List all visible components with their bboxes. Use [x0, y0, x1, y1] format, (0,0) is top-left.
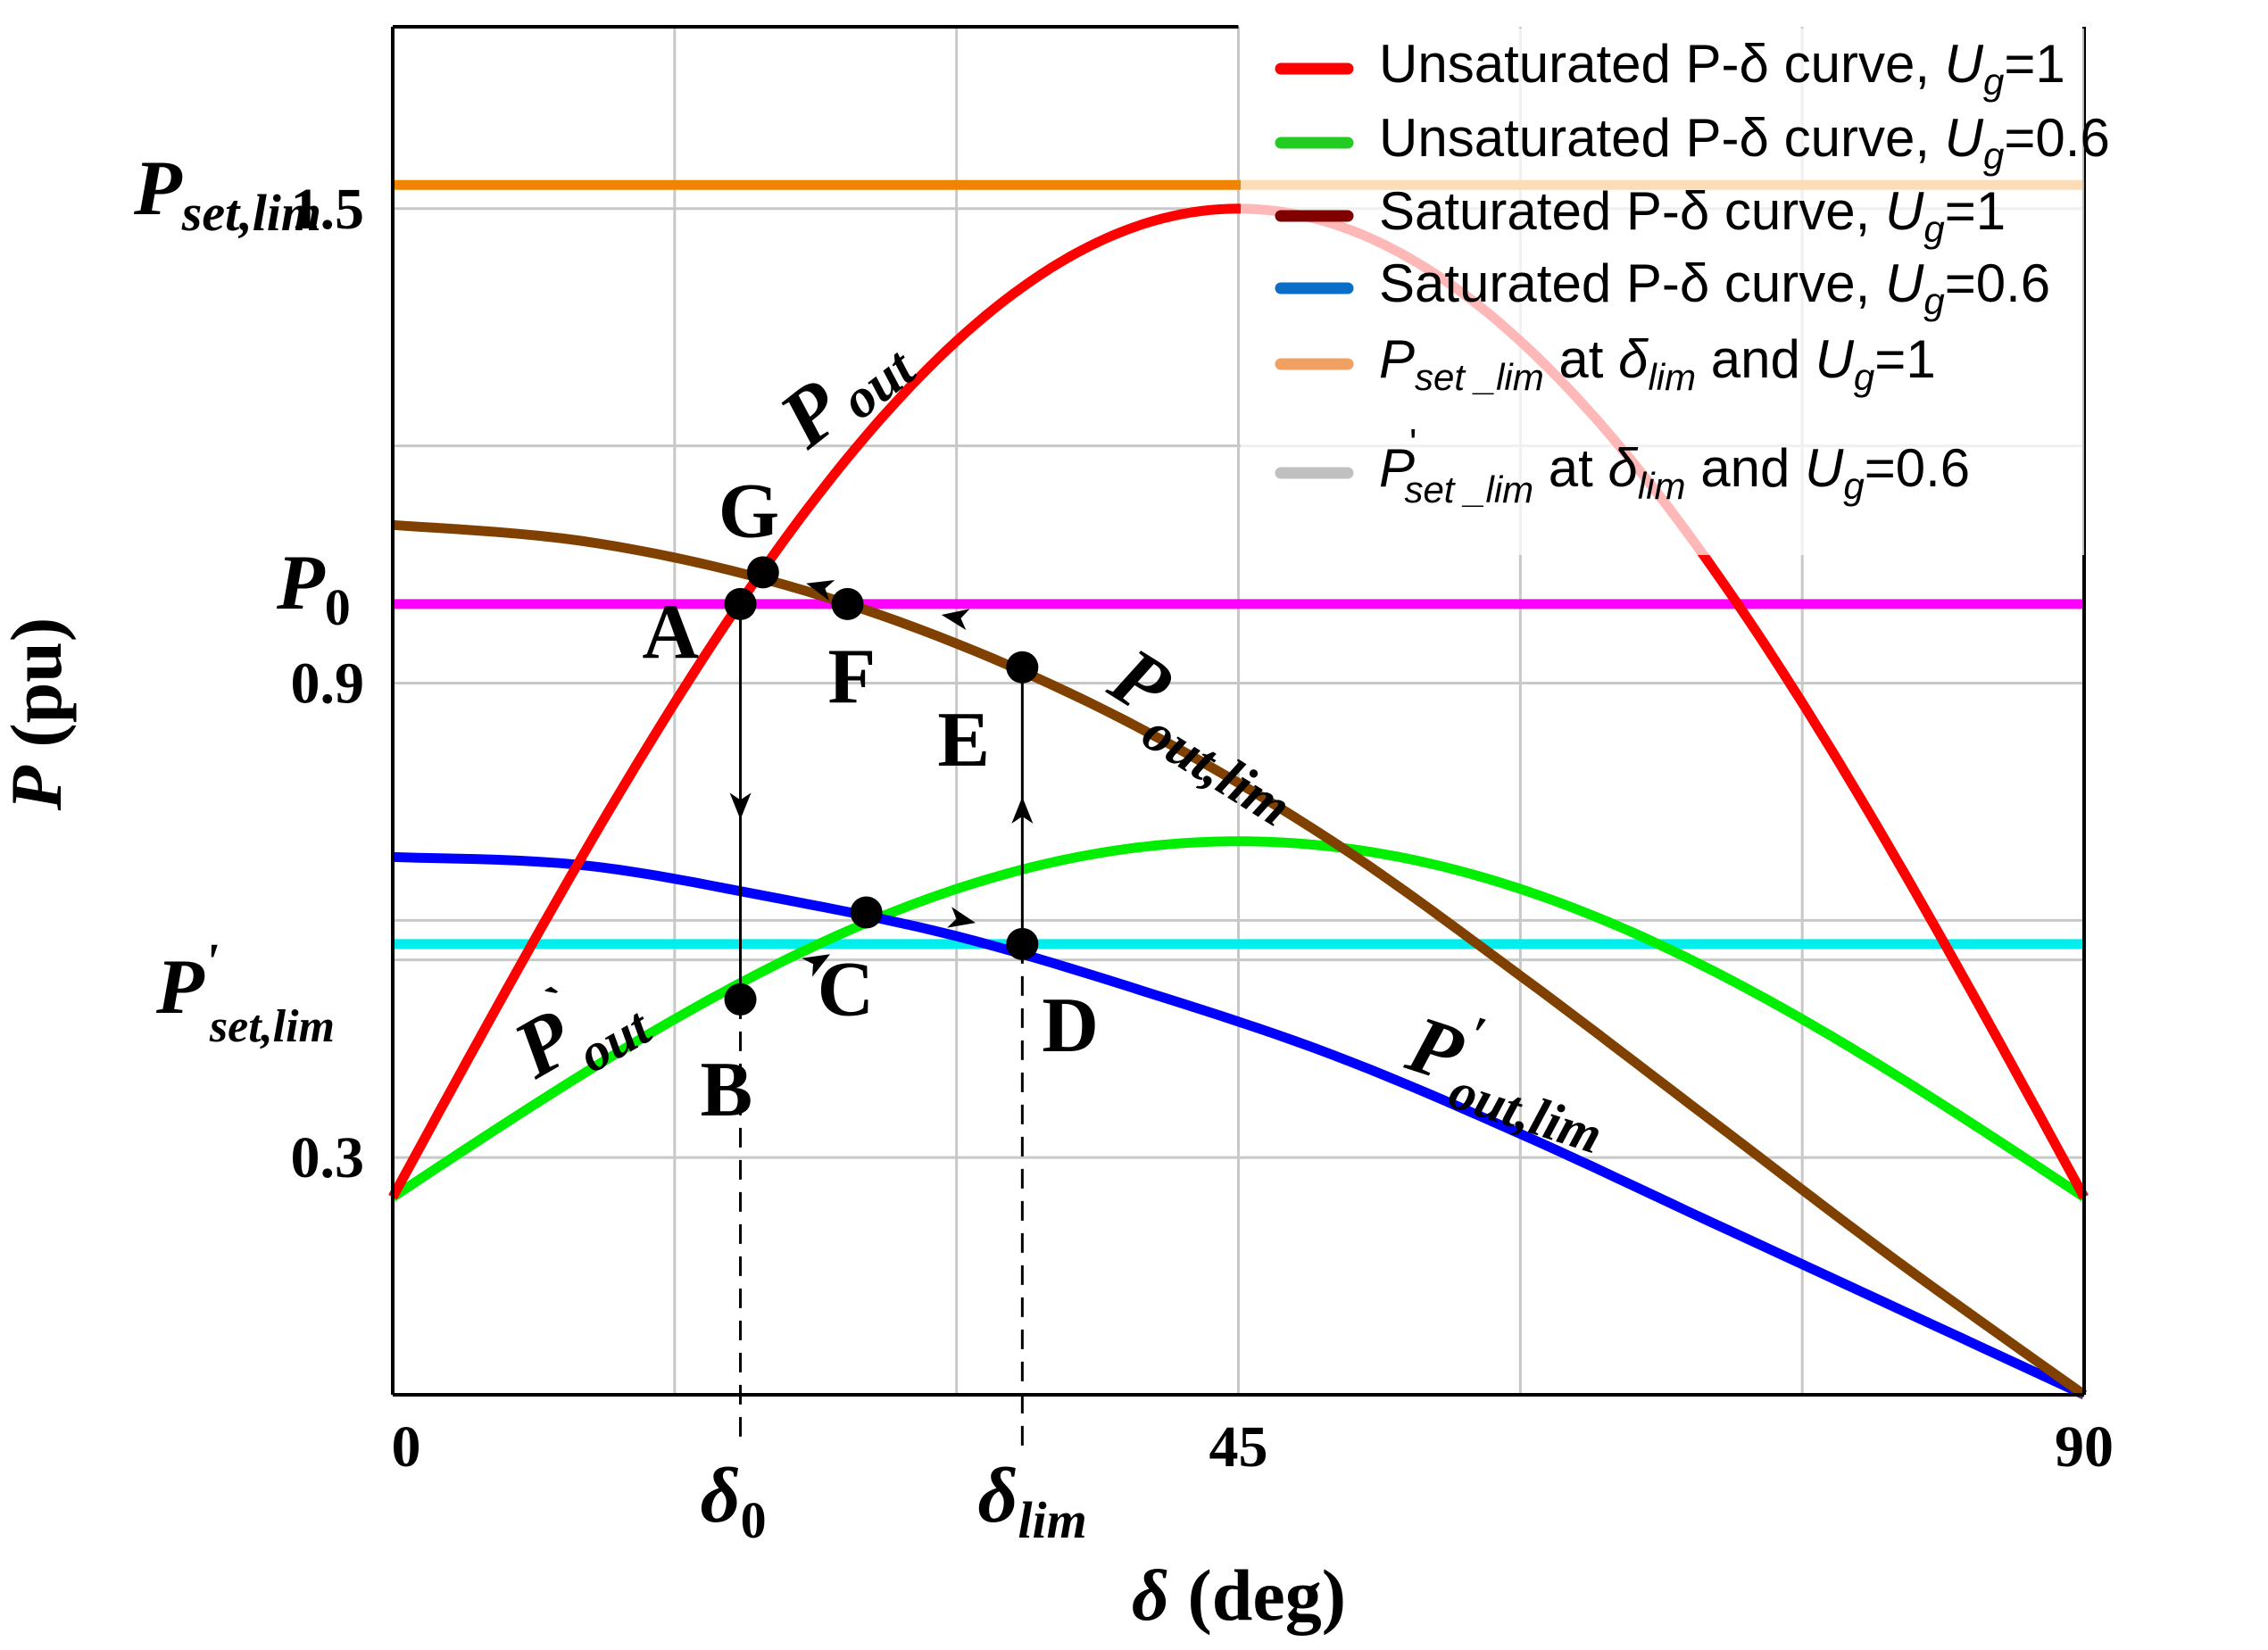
legend-label-3: Saturated P-δ curve, Ug=0.6 — [1379, 253, 2050, 322]
arrow-b-to-c-head — [802, 954, 831, 977]
point-d — [1006, 927, 1039, 960]
grid — [393, 27, 2084, 1395]
point-label-f: F — [828, 634, 876, 720]
point-label-e: E — [937, 697, 990, 784]
y-label-pset-lim-prime: P' set,lim — [155, 933, 335, 1052]
x-tick-label: 45 — [1209, 1414, 1268, 1480]
point-label-d: D — [1042, 983, 1099, 1069]
legend-label-4: Pset _lim at δlim and Ug=1 — [1379, 329, 1936, 398]
point-f — [831, 587, 864, 620]
point-label-b: B — [701, 1047, 753, 1133]
point-b — [724, 983, 757, 1016]
arrow-a-to-b-head — [729, 792, 752, 820]
x-tick-label: 0 — [392, 1414, 421, 1480]
legend-label-1: Unsaturated P-δ curve, Ug=0.6 — [1379, 108, 2110, 177]
arrow-e-to-f — [941, 609, 970, 631]
arrow-f-to-g — [806, 579, 835, 601]
point-label-c: C — [818, 946, 875, 1032]
series-unsat-ug06 — [389, 836, 2088, 1202]
arrow-d-to-e — [1011, 796, 1034, 824]
point-c — [850, 896, 883, 929]
series-sat-ug06 — [392, 851, 2087, 1399]
legend-label-5: P' set _lim at δlim and Ug=0.6 — [1379, 421, 1970, 510]
y-axis-title: P (pu) — [0, 618, 77, 811]
series-sat-ug1 — [392, 519, 2088, 1399]
legend-box — [1241, 29, 2084, 555]
point-a — [724, 587, 757, 620]
y-label-pset-lim: Pset,lim — [133, 145, 321, 242]
point-g — [746, 556, 779, 589]
arrow-a-to-b — [729, 792, 752, 820]
x-tick-label: 90 — [2055, 1414, 2114, 1480]
point-label-a: A — [643, 589, 700, 676]
legend-label-2: Saturated P-δ curve, Ug=1 — [1379, 181, 2006, 250]
x-axis-title: δ (deg) — [1132, 1555, 1346, 1636]
arrow-b-to-c — [802, 954, 831, 977]
y-tick-label: 0.9 — [291, 651, 365, 716]
series-unsat-ug1 — [388, 203, 2089, 1200]
arrow-d-to-e-head — [1011, 796, 1034, 824]
y-label-p0: P0 — [276, 540, 351, 636]
point-e — [1006, 651, 1039, 684]
y-tick-label: 0.3 — [291, 1125, 365, 1190]
legend-label-0: Unsaturated P-δ curve, Ug=1 — [1379, 34, 2065, 103]
y-tick-label: 1.5 — [291, 177, 365, 242]
x-label-delta-lim: δlim — [977, 1453, 1086, 1549]
arrow-f-to-g-head — [806, 579, 835, 601]
arrow-c-to-d-head — [947, 907, 976, 928]
x-label-delta0: δ0 — [701, 1453, 767, 1549]
arrow-c-to-d — [947, 907, 976, 928]
point-label-g: G — [719, 468, 779, 554]
arrow-e-to-f-head — [941, 609, 970, 631]
